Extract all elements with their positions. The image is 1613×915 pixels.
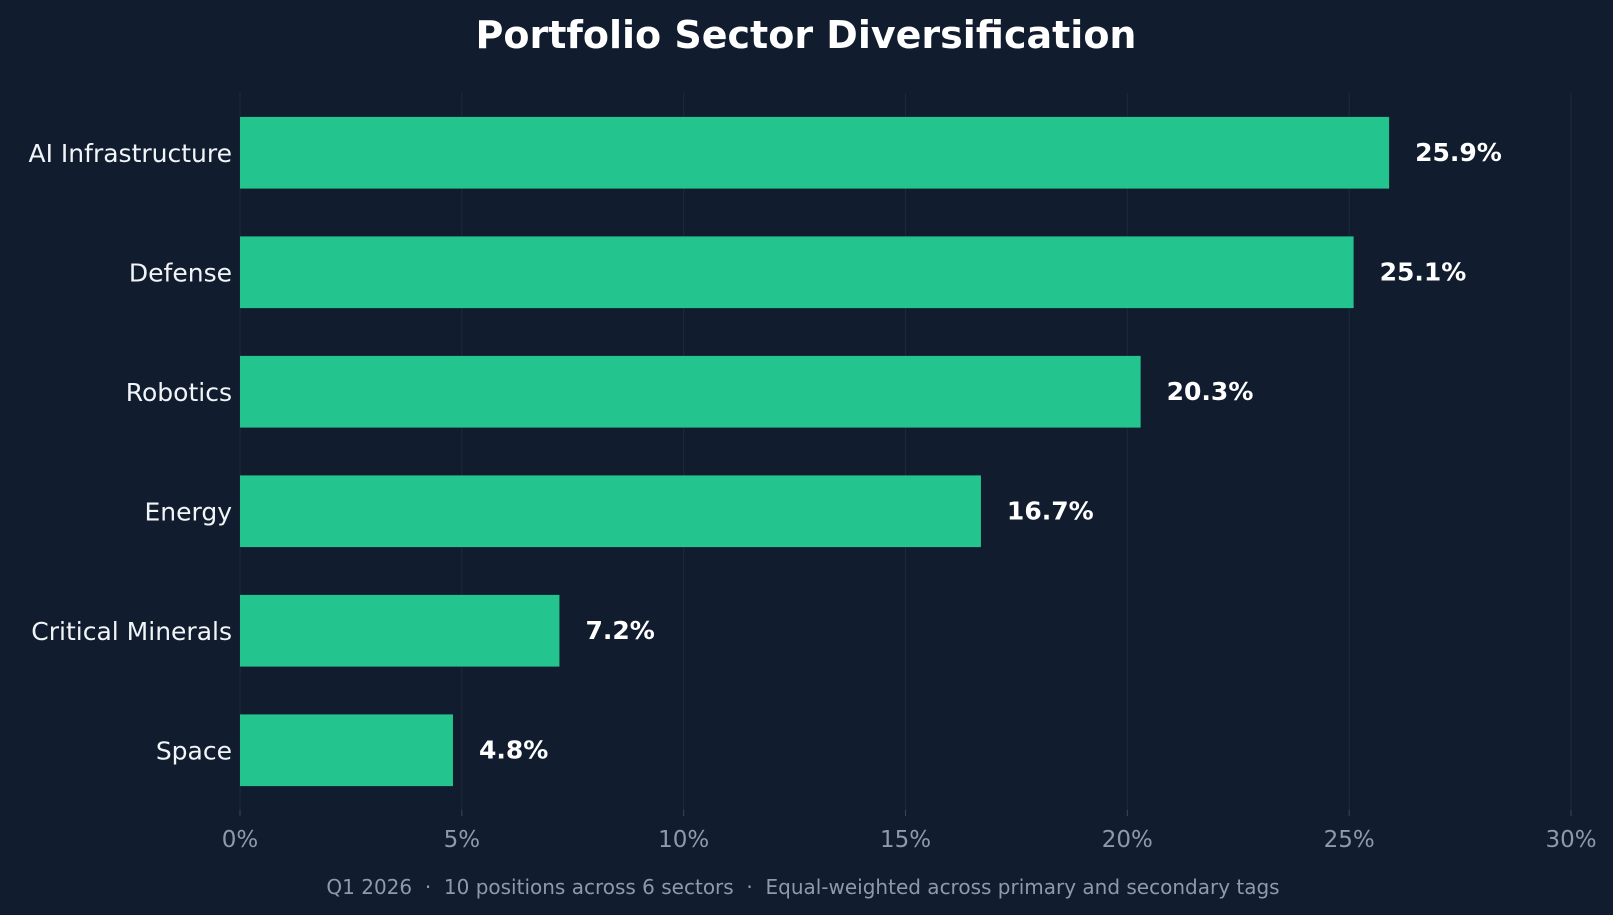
x-tick-label: 25% — [1324, 827, 1375, 853]
value-label: 25.1% — [1380, 257, 1467, 286]
x-axis-ticks: 0% 5% 10% 15% 20% 25% 30% — [222, 810, 1597, 853]
category-label: Defense — [129, 258, 232, 287]
value-label: 16.7% — [1007, 496, 1094, 525]
bar-robotics — [240, 355, 1141, 428]
bar-energy — [240, 475, 981, 548]
category-label: Space — [156, 736, 232, 765]
x-tick-label: 5% — [444, 827, 481, 853]
x-tick-label: 20% — [1102, 827, 1153, 853]
x-tick-label: 0% — [222, 827, 259, 853]
x-tick-label: 15% — [880, 827, 931, 853]
category-label: AI Infrastructure — [29, 139, 233, 168]
bar-defense — [240, 236, 1354, 309]
value-label: 25.9% — [1415, 138, 1502, 167]
value-label: 4.8% — [479, 735, 548, 764]
bar-ai-infrastructure — [240, 116, 1390, 189]
category-label: Energy — [144, 497, 232, 526]
value-labels: 25.9% 25.1% 20.3% 16.7% 7.2% 4.8% — [479, 138, 1502, 765]
value-label: 7.2% — [585, 616, 654, 645]
bars — [240, 116, 1390, 787]
x-tick-label: 30% — [1545, 827, 1596, 853]
category-labels: AI Infrastructure Defense Robotics Energy Cr… — [29, 139, 233, 766]
category-label: Critical Minerals — [31, 617, 232, 646]
value-label: 20.3% — [1167, 377, 1254, 406]
category-label: Robotics — [126, 378, 232, 407]
bar-critical-minerals — [240, 594, 560, 667]
x-tick-label: 10% — [658, 827, 709, 853]
chart-title: Portfolio Sector Diversification — [476, 13, 1137, 57]
grid-lines — [239, 93, 1572, 810]
bar-space — [240, 714, 453, 787]
chart-footnote: Q1 2026 · 10 positions across 6 sectors … — [326, 875, 1279, 899]
